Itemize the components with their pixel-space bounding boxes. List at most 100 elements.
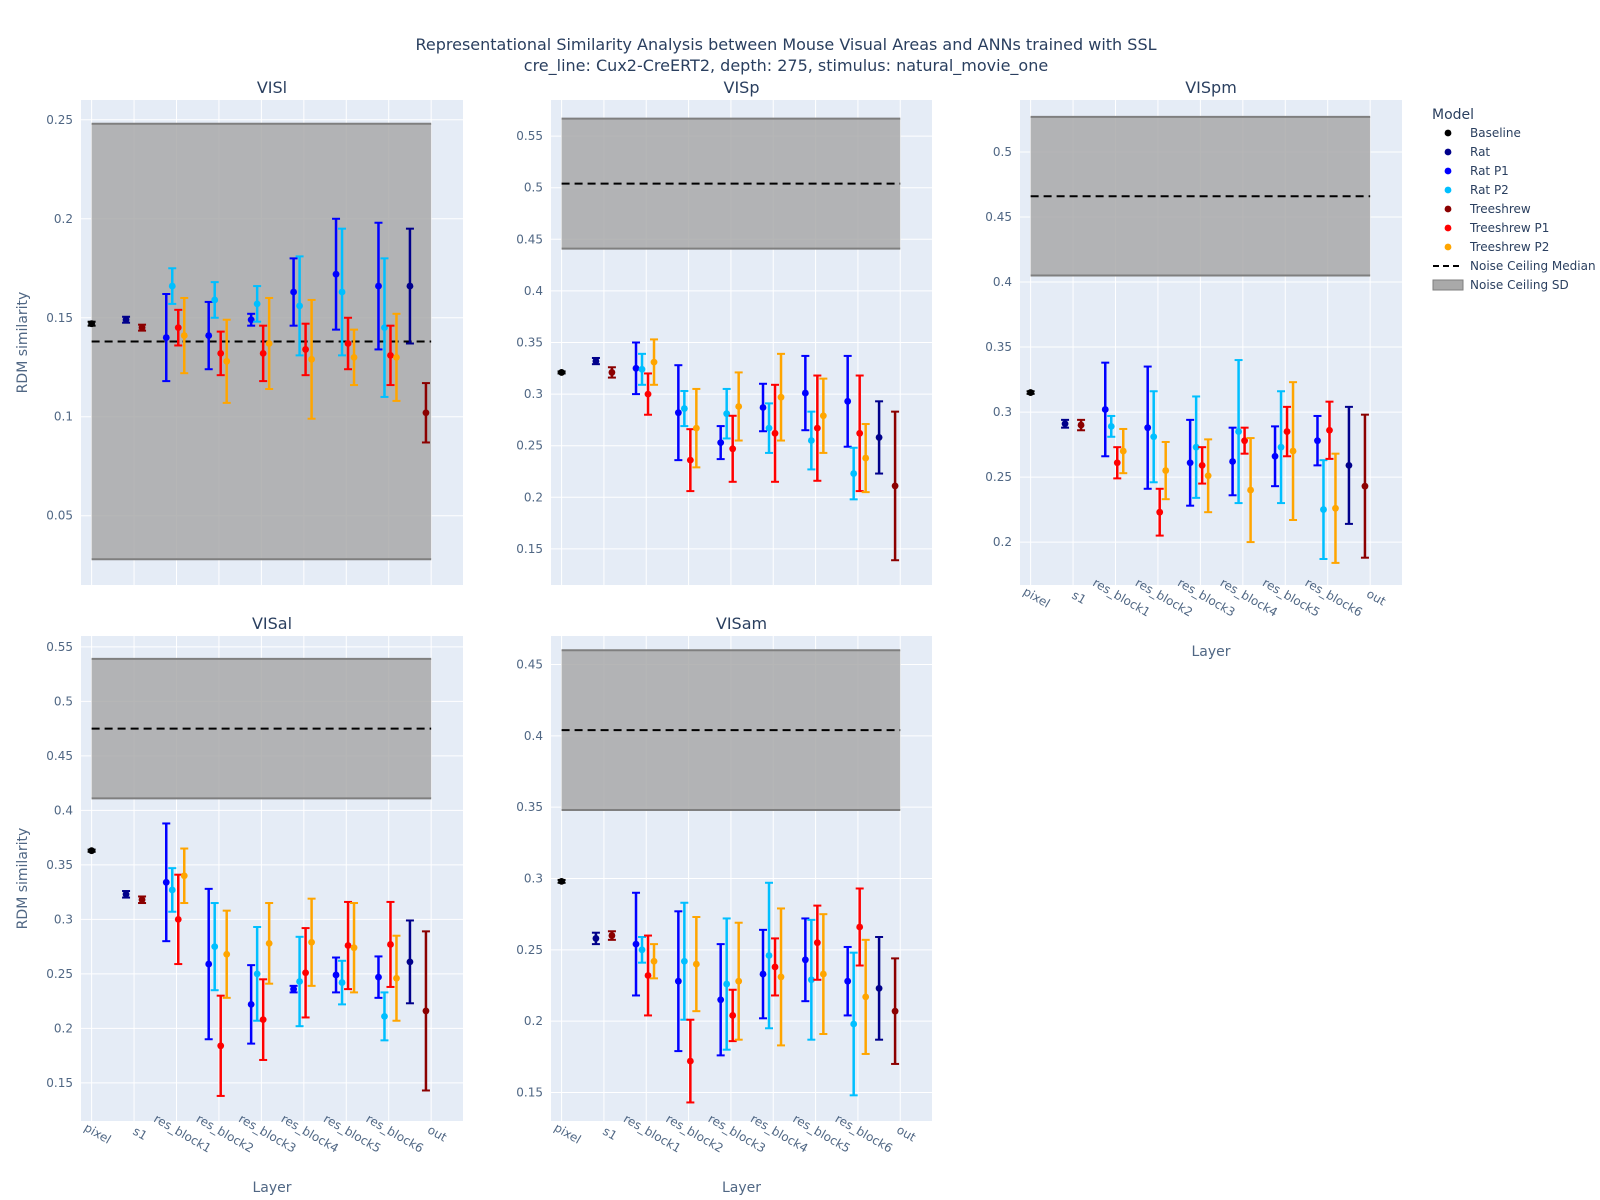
data-point-rat-p1[interactable] (162, 293, 171, 383)
data-point-rat-p2[interactable] (638, 935, 647, 964)
data-point-treeshrew-p2[interactable] (180, 296, 189, 375)
data-point-rat-p2[interactable] (807, 918, 816, 1041)
data-point-rat[interactable] (122, 890, 131, 899)
data-point-treeshrew-p2[interactable] (222, 318, 231, 404)
data-point-rat-p1[interactable] (1143, 365, 1152, 490)
legend-item-rat-p1[interactable]: Rat P1 (1444, 164, 1509, 178)
data-point-treeshrew-p2[interactable] (265, 902, 274, 985)
data-point-treeshrew-p1[interactable] (216, 330, 225, 377)
data-point-rat-p2[interactable] (168, 867, 177, 913)
data-point-rat-p2[interactable] (722, 387, 731, 440)
data-point-treeshrew-p1[interactable] (1240, 426, 1249, 455)
data-point-rat-p1[interactable] (801, 917, 810, 1003)
data-point-treeshrew-p1[interactable] (644, 372, 653, 416)
data-point-rat-p2[interactable] (1319, 459, 1328, 560)
data-point-rat-p1[interactable] (374, 955, 383, 999)
data-point-treeshrew-p1[interactable] (813, 904, 822, 981)
data-point-rat-p2[interactable] (1107, 414, 1116, 438)
data-point-rat-p1[interactable] (674, 910, 683, 1053)
data-point-rat-p2[interactable] (1192, 395, 1201, 499)
data-point-baseline[interactable] (87, 847, 96, 855)
data-point-rat-p2[interactable] (1149, 390, 1158, 484)
data-point-rat-p2[interactable] (849, 446, 858, 501)
data-point-baseline[interactable] (87, 320, 96, 328)
data-point-rat[interactable] (875, 935, 884, 1041)
data-point-treeshrew-p1[interactable] (344, 316, 353, 371)
data-point-rat[interactable] (122, 315, 131, 324)
data-point-rat-p2[interactable] (380, 257, 389, 398)
data-point-rat-p2[interactable] (380, 991, 389, 1042)
data-point-rat-p1[interactable] (674, 364, 683, 462)
data-point-treeshrew-p2[interactable] (392, 312, 401, 402)
data-point-rat-p1[interactable] (801, 354, 810, 432)
data-point-treeshrew-p1[interactable] (216, 994, 225, 1097)
data-point-treeshrew-p2[interactable] (1204, 438, 1213, 514)
data-point-treeshrew-p2[interactable] (392, 934, 401, 1022)
data-point-treeshrew-p1[interactable] (686, 428, 695, 493)
data-point-treeshrew-p2[interactable] (1161, 440, 1170, 501)
data-point-treeshrew-p2[interactable] (350, 328, 359, 387)
data-point-treeshrew-p2[interactable] (307, 298, 316, 420)
data-point-rat-p1[interactable] (289, 257, 298, 327)
data-point-treeshrew-p2[interactable] (861, 423, 870, 494)
data-point-rat-p1[interactable] (843, 945, 852, 1017)
data-point-rat-p1[interactable] (247, 312, 256, 327)
data-point-rat-p2[interactable] (210, 902, 219, 992)
data-point-treeshrew-p2[interactable] (222, 909, 231, 999)
data-point-treeshrew-p2[interactable] (1289, 381, 1298, 521)
data-point-treeshrew-p2[interactable] (180, 847, 189, 905)
data-point-rat-p2[interactable] (807, 410, 816, 471)
data-point-rat-p2[interactable] (722, 917, 731, 1051)
data-point-treeshrew-p1[interactable] (1155, 487, 1164, 537)
data-point-treeshrew-p1[interactable] (1113, 446, 1122, 480)
data-point-treeshrew-p2[interactable] (1331, 452, 1340, 564)
data-point-rat-p1[interactable] (1186, 418, 1195, 507)
data-point-rat-p1[interactable] (1101, 361, 1110, 458)
data-point-treeshrew-p2[interactable] (1246, 437, 1255, 544)
data-point-treeshrew-p1[interactable] (174, 308, 183, 347)
data-point-rat-p1[interactable] (204, 887, 213, 1041)
data-point-treeshrew-p2[interactable] (734, 371, 743, 442)
data-point-treeshrew-p2[interactable] (1119, 427, 1128, 475)
data-point-rat-p1[interactable] (204, 300, 213, 371)
data-point-rat-p2[interactable] (1234, 359, 1243, 505)
data-point-rat-p2[interactable] (765, 881, 774, 1030)
data-point-treeshrew[interactable] (138, 895, 147, 905)
data-point-treeshrew-p1[interactable] (855, 887, 864, 967)
data-point-rat-p1[interactable] (632, 341, 641, 396)
data-point-rat-p2[interactable] (210, 281, 219, 319)
data-point-treeshrew[interactable] (891, 410, 900, 562)
data-point-treeshrew-p2[interactable] (819, 913, 828, 1035)
data-point-treeshrew[interactable] (891, 957, 900, 1065)
data-point-rat-p1[interactable] (759, 382, 768, 433)
data-point-treeshrew-p2[interactable] (819, 377, 828, 454)
data-point-treeshrew-p2[interactable] (777, 907, 786, 1047)
legend-item-rat-p2[interactable]: Rat P2 (1444, 183, 1509, 197)
data-point-treeshrew[interactable] (421, 382, 430, 444)
data-point-treeshrew-p1[interactable] (686, 1018, 695, 1104)
data-point-treeshrew-p1[interactable] (728, 414, 737, 483)
data-point-rat-p2[interactable] (338, 959, 347, 1006)
data-point-rat-p1[interactable] (332, 217, 341, 331)
data-point-rat-p1[interactable] (843, 354, 852, 448)
data-point-rat-p2[interactable] (295, 255, 304, 357)
data-point-treeshrew[interactable] (607, 930, 616, 941)
data-point-treeshrew-p1[interactable] (1283, 405, 1292, 458)
data-point-treeshrew-p1[interactable] (1198, 446, 1207, 485)
data-point-rat-p1[interactable] (332, 956, 341, 994)
data-point-treeshrew[interactable] (1077, 418, 1086, 432)
data-point-treeshrew-p1[interactable] (1325, 400, 1334, 460)
data-point-treeshrew-p1[interactable] (813, 374, 822, 482)
data-point-treeshrew-p2[interactable] (692, 387, 701, 469)
data-point-treeshrew-p1[interactable] (644, 934, 653, 1017)
data-point-treeshrew-p2[interactable] (350, 902, 359, 994)
data-point-rat-p2[interactable] (338, 227, 347, 357)
data-point-treeshrew-p2[interactable] (777, 352, 786, 442)
data-point-rat[interactable] (405, 227, 414, 345)
legend-item-noise-ceiling-sd[interactable]: Noise Ceiling SD (1432, 278, 1569, 292)
legend-item-treeshrew-p1[interactable]: Treeshrew P1 (1444, 221, 1550, 235)
data-point-treeshrew-p1[interactable] (344, 900, 353, 991)
data-point-rat-p1[interactable] (716, 943, 725, 1057)
data-point-treeshrew-p2[interactable] (861, 938, 870, 1055)
data-point-rat-p1[interactable] (1313, 414, 1322, 467)
